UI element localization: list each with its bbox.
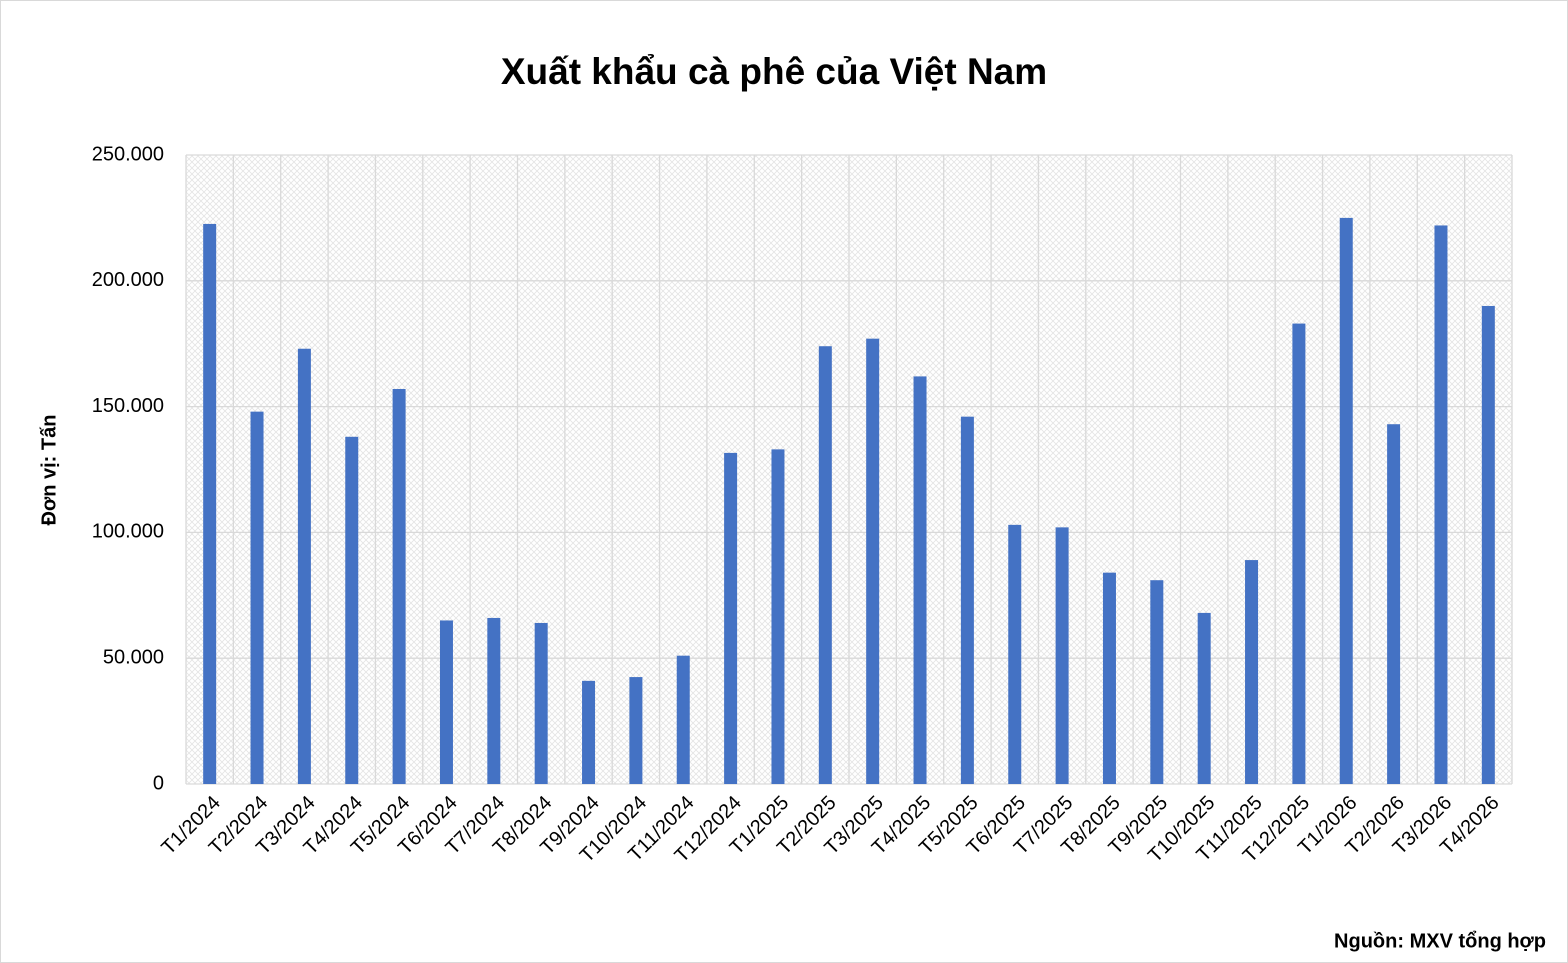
bar <box>629 677 643 784</box>
bar <box>818 346 832 784</box>
bar <box>1481 305 1495 784</box>
bar <box>297 348 311 784</box>
source-note: Nguồn: MXV tổng hợp <box>1334 930 1546 952</box>
bar <box>1197 612 1211 784</box>
bar <box>392 388 406 784</box>
bar <box>534 622 548 784</box>
y-tick-label: 250.000 <box>92 143 164 165</box>
bar <box>203 223 217 784</box>
y-tick-label: 200.000 <box>92 269 164 291</box>
y-tick-label: 150.000 <box>92 395 164 417</box>
bar <box>1339 217 1353 784</box>
bar <box>960 416 974 784</box>
bar <box>676 655 690 784</box>
bar <box>1055 527 1069 784</box>
bar <box>1434 225 1448 784</box>
bar <box>487 617 501 784</box>
y-axis-label: Đơn vị: Tấn <box>38 415 60 526</box>
bar <box>1008 524 1022 784</box>
bar <box>1387 424 1401 784</box>
chart-title: Xuất khẩu cà phê của Việt Nam <box>501 51 1047 92</box>
bar <box>866 338 880 784</box>
bar <box>250 411 264 784</box>
bar <box>1150 580 1164 784</box>
y-tick-label: 50.000 <box>103 646 164 668</box>
bar <box>1245 560 1259 784</box>
bar <box>582 680 596 784</box>
bar <box>913 376 927 784</box>
bar <box>1292 323 1306 784</box>
bar <box>439 620 453 784</box>
bar <box>724 452 738 784</box>
bar <box>771 449 785 784</box>
y-tick-label: 0 <box>153 772 164 794</box>
bar <box>1102 572 1116 784</box>
y-tick-label: 100.000 <box>92 521 164 543</box>
bar <box>345 436 359 784</box>
